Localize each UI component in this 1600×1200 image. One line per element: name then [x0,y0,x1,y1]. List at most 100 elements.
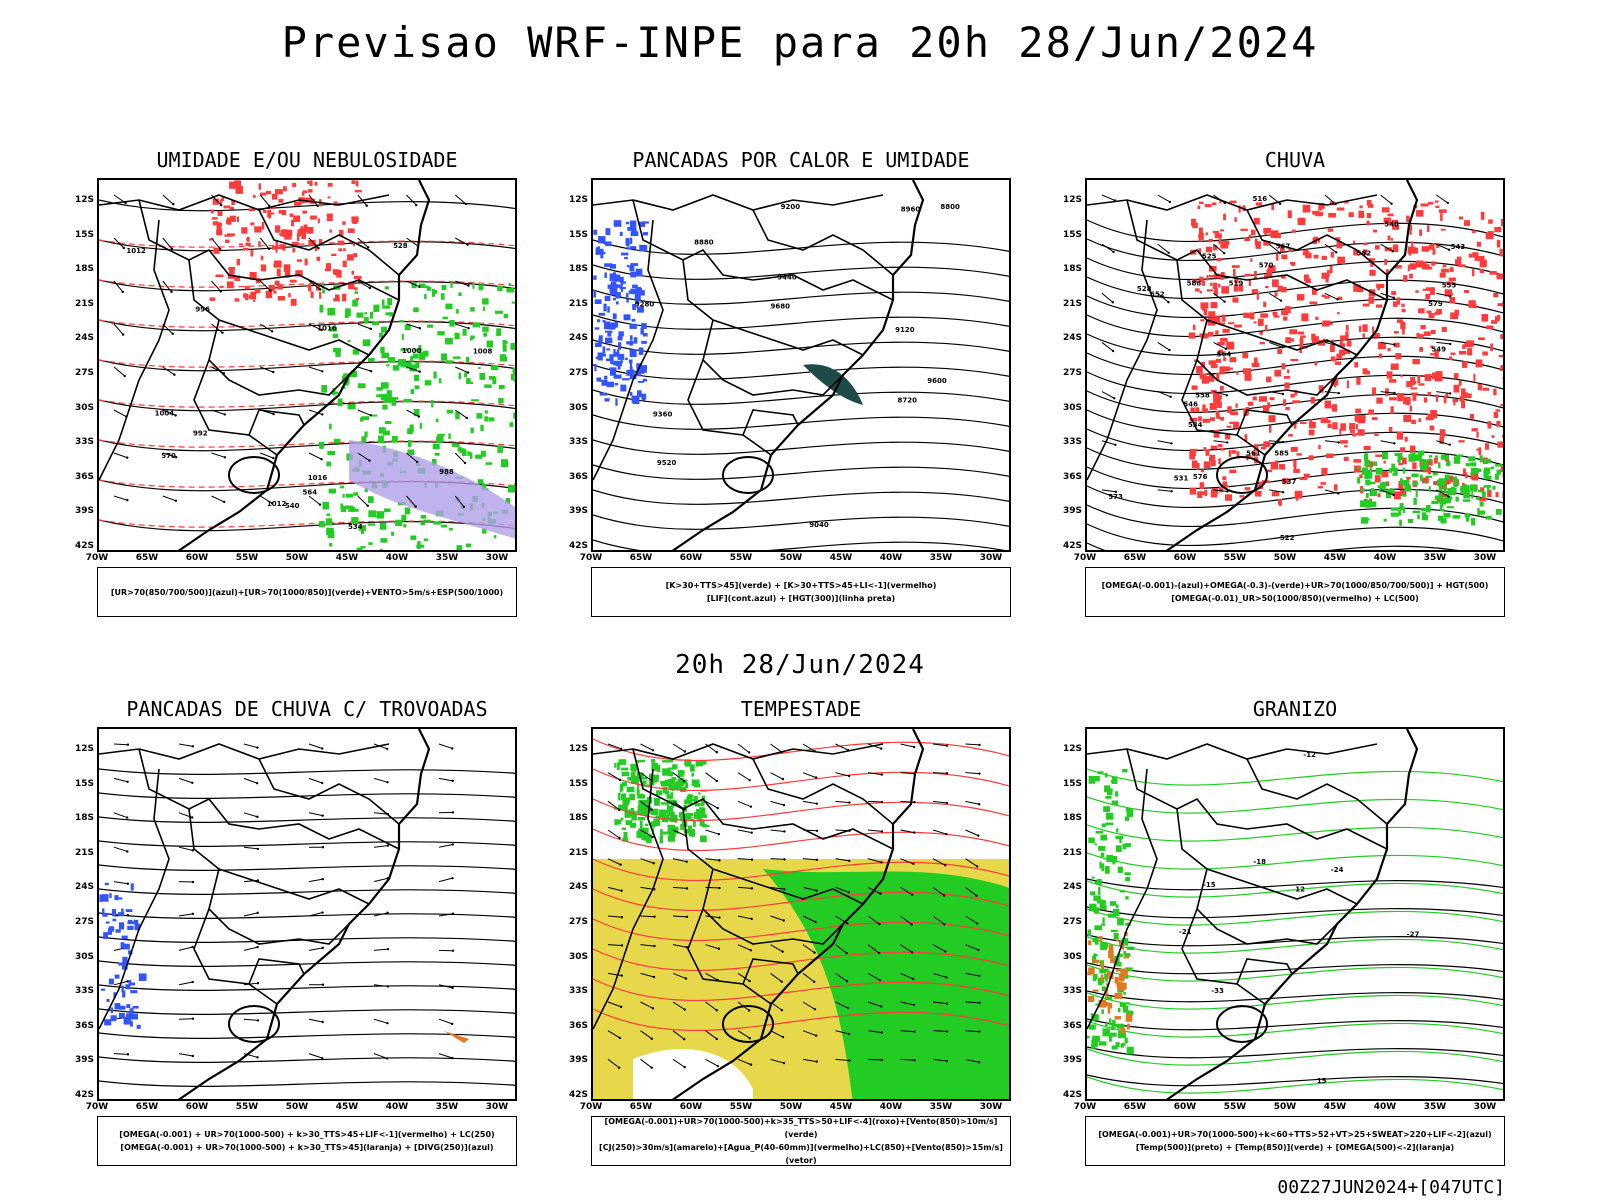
lat-tick: 30S [568,951,588,962]
svg-text:988: 988 [439,468,454,476]
lon-tick: 60W [679,553,703,563]
run-timestamp: 00Z27JUN2024+[047UTC] [1277,1177,1505,1198]
svg-text:9440: 9440 [777,274,797,282]
lon-tick: 35W [1423,553,1447,563]
lon-tick: 50W [779,553,803,563]
lon-tick: 70W [579,1102,603,1112]
lat-tick: 12S [568,195,588,205]
svg-text:9600: 9600 [927,377,947,385]
svg-text:9280: 9280 [635,300,655,308]
lon-tick: 50W [1273,553,1297,563]
svg-text:537: 537 [1282,478,1297,486]
svg-text:1016: 1016 [308,474,328,482]
lon-tick: 35W [435,1102,459,1112]
lat-tick: 36S [74,1020,94,1031]
panel-legend: [OMEGA(-0.001)-(azul)+OMEGA(-0.3)-(verde… [1085,567,1505,617]
lat-tick: 27S [568,368,588,378]
svg-text:534: 534 [348,523,363,531]
svg-text:522: 522 [1280,534,1295,542]
svg-text:-18: -18 [1253,858,1266,866]
lat-tick: 15S [568,778,588,789]
legend-line: [Temp(500)](preto) + [Temp(850)](verde) … [1135,1143,1455,1152]
lat-tick: 42S [568,1090,588,1100]
lat-tick: 12S [74,744,94,754]
svg-text:573: 573 [1108,493,1123,501]
svg-text:8800: 8800 [940,203,960,211]
lon-tick: 35W [929,553,953,563]
svg-text:570: 570 [161,452,176,460]
lon-tick: 55W [1223,1102,1247,1112]
panel-legend: [OMEGA(-0.001) + UR>70(1000-500) + k>30_… [97,1116,517,1166]
lat-tick: 33S [568,986,588,997]
svg-text:1004: 1004 [155,409,175,417]
svg-text:15: 15 [1317,1077,1327,1085]
svg-text:558: 558 [1195,391,1210,399]
lon-tick: 60W [1173,1102,1197,1112]
lon-tick: 55W [235,1102,259,1112]
lat-tick: 24S [74,333,94,344]
lat-tick: 39S [74,1055,94,1066]
lat-tick: 42S [1062,1090,1082,1100]
svg-text:1012: 1012 [126,247,146,255]
lon-tick: 35W [929,1102,953,1112]
svg-text:1000: 1000 [402,347,422,355]
svg-text:-33: -33 [1211,987,1224,995]
lon-tick: 65W [135,553,159,563]
lat-tick: 30S [568,402,588,413]
lat-tick: 33S [568,437,588,448]
lat-tick: 36S [568,471,588,482]
section-title: 20h 28/Jun/2024 [675,650,925,680]
lon-tick: 65W [135,1102,159,1112]
panel-legend: [OMEGA(-0.001)+UR>70(1000-500)+k>35_TTS>… [591,1116,1011,1166]
lon-tick: 30W [485,553,509,563]
svg-text:519: 519 [1229,280,1244,288]
lon-tick: 60W [679,1102,703,1112]
svg-text:8880: 8880 [694,238,714,246]
lon-tick: 70W [85,1102,109,1112]
svg-text:-24: -24 [1331,866,1344,874]
svg-text:528: 528 [393,242,408,250]
lat-tick: 15S [74,229,94,240]
svg-text:576: 576 [1193,473,1208,481]
lat-tick: 12S [1062,195,1082,205]
svg-text:582: 582 [1356,250,1371,258]
panel-legend: [OMEGA(-0.001)+UR>70(1000-500)+k<60+TTS>… [1085,1116,1505,1166]
svg-text:516: 516 [1253,195,1268,203]
panel-title: PANCADAS POR CALOR E UMIDADE [632,148,970,172]
lat-tick: 15S [1062,229,1082,240]
lat-tick: 24S [568,882,588,893]
svg-text:12: 12 [1295,885,1305,893]
lat-tick: 42S [1062,541,1082,551]
lat-tick: 21S [1062,298,1082,309]
lat-tick: 42S [74,1090,94,1100]
svg-text:-12: -12 [1303,751,1316,759]
lon-tick: 30W [979,1102,1003,1112]
lat-tick: 27S [74,368,94,378]
lon-tick: 55W [235,553,259,563]
legend-line: [LIF](cont.azul) + [HGT(300)](linha pret… [706,594,896,603]
lat-tick: 39S [1062,506,1082,517]
svg-text:579: 579 [1428,300,1443,308]
svg-text:552: 552 [1150,290,1165,298]
lon-tick: 45W [335,1102,359,1112]
svg-text:588: 588 [1187,280,1202,288]
map-granizo: -12 -15 -18 -21 -24 -27 -33 12 15 [1085,727,1505,1101]
lat-tick: 30S [1062,951,1082,962]
lat-tick: 27S [74,917,94,927]
lon-tick: 60W [1173,553,1197,563]
lat-tick: 27S [1062,368,1082,378]
lon-tick: 40W [1373,553,1397,563]
lon-tick: 40W [385,1102,409,1112]
panel-title: PANCADAS DE CHUVA C/ TROVOADAS [126,697,488,721]
lat-tick: 27S [1062,917,1082,927]
lon-tick: 55W [729,553,753,563]
panel-title: TEMPESTADE [740,697,862,721]
legend-line: [CJ(250)>30m/s](amarelo)+[Agua_P(40-60mm… [599,1143,1003,1165]
lat-tick: 27S [568,917,588,927]
svg-text:570: 570 [1259,262,1274,270]
lon-tick: 70W [1073,553,1097,563]
lon-tick: 45W [1323,553,1347,563]
lon-tick: 65W [1123,553,1147,563]
svg-text:567: 567 [1276,243,1291,251]
lat-tick: 18S [1062,264,1082,275]
